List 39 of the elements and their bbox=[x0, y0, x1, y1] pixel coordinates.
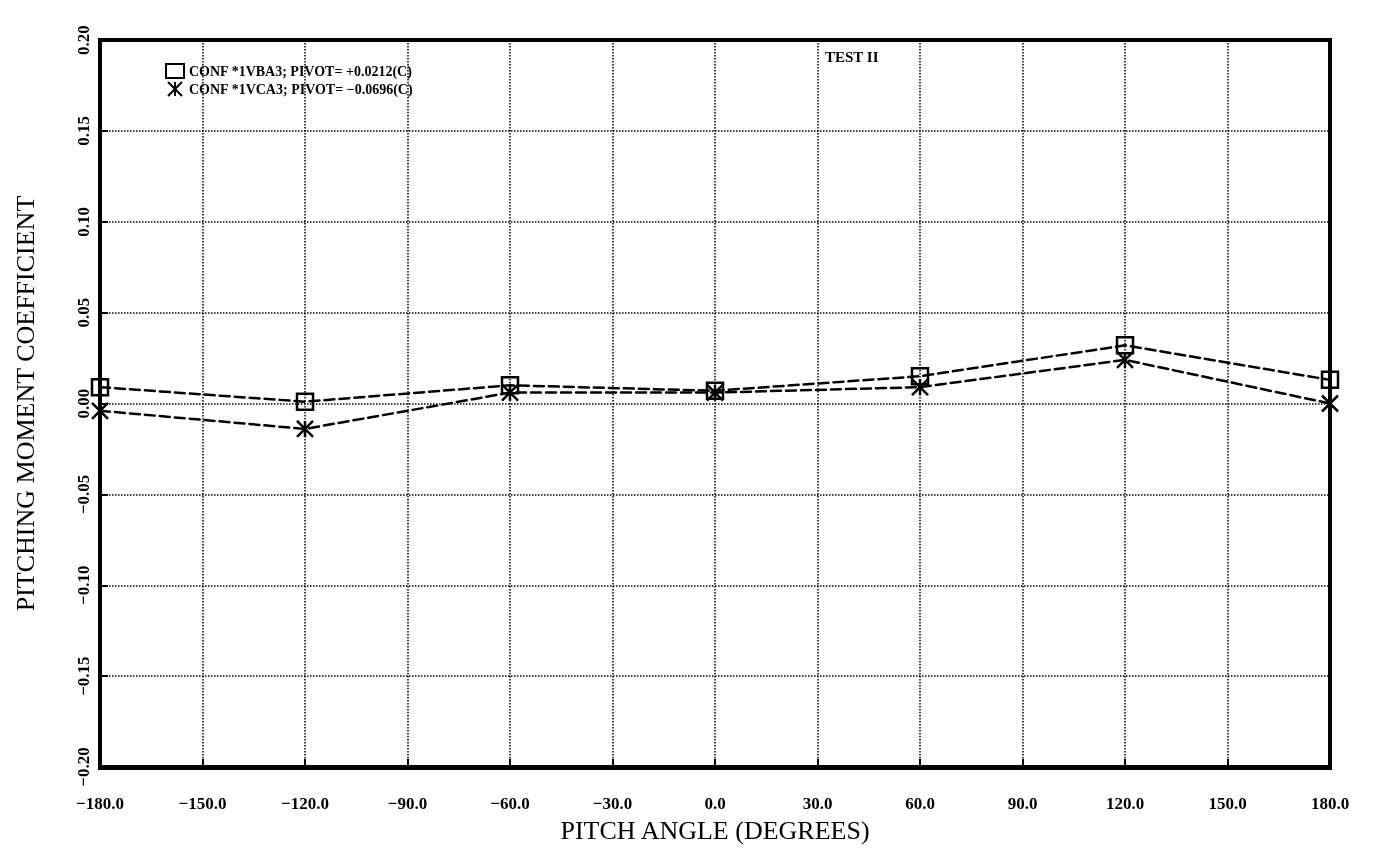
y-tick-label: 0.00 bbox=[74, 388, 93, 419]
x-tick-label: 150.0 bbox=[1208, 794, 1247, 813]
legend-label: CONF *1VBA3; PIVOT= +0.0212(C) bbox=[189, 63, 413, 80]
point bbox=[90, 377, 110, 397]
x-tick-label: 120.0 bbox=[1105, 794, 1145, 813]
x-tick-label: −180.0 bbox=[76, 794, 124, 813]
point bbox=[910, 366, 930, 386]
x-tick-label: −150.0 bbox=[178, 794, 227, 813]
x-tick-label: 90.0 bbox=[1007, 794, 1038, 813]
y-tick-label: −0.10 bbox=[74, 565, 93, 605]
x-tick-label: −60.0 bbox=[490, 794, 530, 813]
y-tick-label: 0.15 bbox=[74, 116, 93, 146]
legend-label: CONF *1VCA3; PIVOT= −0.0696(C) bbox=[189, 81, 413, 98]
point bbox=[910, 377, 930, 397]
x-tick-label: 0.0 bbox=[704, 794, 726, 813]
y-tick-label: −0.15 bbox=[74, 656, 93, 696]
x-axis-title: PITCH ANGLE (DEGREES) bbox=[560, 815, 870, 845]
x-tick-label: −30.0 bbox=[592, 794, 633, 813]
point bbox=[1320, 370, 1340, 390]
point bbox=[1115, 350, 1135, 370]
y-tick-label: 0.05 bbox=[74, 297, 93, 328]
point bbox=[295, 392, 315, 411]
y-tick-label: −0.05 bbox=[74, 474, 93, 515]
point bbox=[500, 376, 520, 395]
point bbox=[90, 401, 110, 421]
point bbox=[500, 383, 520, 402]
x-tick-label: −90.0 bbox=[387, 794, 428, 813]
text: TEST II bbox=[825, 48, 879, 65]
point bbox=[1115, 336, 1135, 355]
y-tick-label: 0.10 bbox=[74, 206, 93, 237]
y-axis-title: PITCHING MOMENT COEFFICIENT bbox=[10, 195, 40, 612]
x-tick-label: 180.0 bbox=[1310, 794, 1350, 813]
y-tick-label: 0.20 bbox=[74, 25, 93, 55]
point bbox=[1320, 394, 1340, 413]
x-tick-label: −120.0 bbox=[281, 794, 329, 813]
y-tick-label: −0.20 bbox=[74, 747, 93, 787]
point bbox=[295, 419, 315, 439]
x-tick-label: 60.0 bbox=[905, 794, 935, 813]
x-tick-label: 30.0 bbox=[802, 794, 833, 813]
